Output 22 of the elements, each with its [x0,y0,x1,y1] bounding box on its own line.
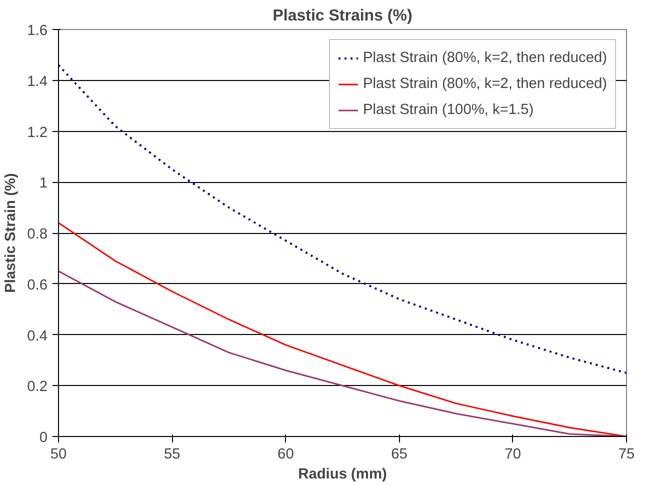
line-series [58,64,626,374]
x-axis-title: Radius (mm) [298,466,387,482]
y-tick-label: 1 [39,176,48,192]
x-tick-label: 70 [504,446,522,462]
y-tick-label: 0 [39,430,48,446]
y-axis-title: Plastic Strain (%) [3,173,20,293]
x-tick-label: 60 [278,446,294,462]
x-tick-label: 75 [618,446,635,462]
x-tick-label: 50 [50,446,67,462]
y-tick-label: 0.4 [27,328,48,344]
legend-label: Plast Strain (80%, k=2, then reduced) [363,76,607,92]
y-tick-label: 0.8 [27,226,48,242]
y-tick-label: 1.4 [27,74,48,90]
y-tick-label: 1.2 [27,124,48,141]
legend-label: Plast Strain (100%, k=1.5) [363,102,534,118]
x-tick-label: 55 [164,446,180,462]
x-tick-label: 65 [391,446,408,462]
legend-label: Plast Strain (80%, k=2, then reduced) [363,50,607,66]
y-tick-label: 1.6 [27,23,48,39]
chart-title: Plastic Strains (%) [272,8,412,24]
y-tick-label: 0.6 [27,277,48,294]
y-tick-label: 0.2 [27,379,48,396]
